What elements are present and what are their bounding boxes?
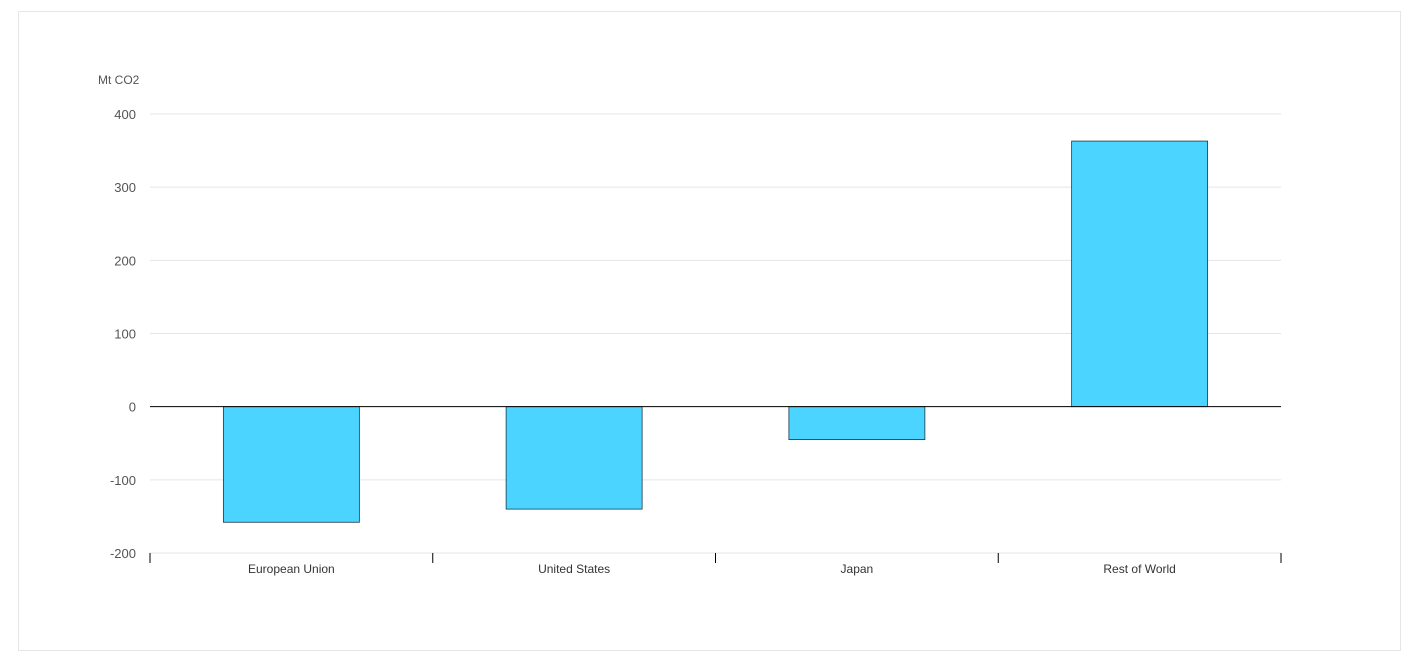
x-category-label: European Union	[248, 562, 335, 576]
x-category-label: United States	[538, 562, 610, 576]
bars	[222, 140, 1209, 523]
y-tick-label: 100	[114, 327, 136, 342]
y-axis-unit-label: Mt CO2	[98, 73, 140, 87]
y-tick-label: -100	[110, 473, 136, 488]
y-tick-label: 0	[129, 400, 136, 415]
y-tick-label: 300	[114, 180, 136, 195]
bar-european-union[interactable]	[222, 406, 360, 523]
bar-chart: Mt CO2 400 300 200 100 0 -100 -200 European Un…	[98, 73, 1282, 576]
y-tick-label: 200	[114, 253, 136, 268]
x-axis-ticks: European Union United States Japan Rest of …	[149, 553, 1282, 576]
y-axis-ticks: 400 300 200 100 0 -100 -200	[110, 107, 136, 561]
x-category-label: Rest of World	[1103, 562, 1175, 576]
y-tick-label: -200	[110, 546, 136, 561]
y-tick-label: 400	[114, 107, 136, 122]
bar-rest-of-world[interactable]	[1071, 140, 1209, 408]
x-category-label: Japan	[841, 562, 874, 576]
bar-united-states[interactable]	[505, 406, 643, 510]
bar-japan[interactable]	[788, 406, 926, 440]
